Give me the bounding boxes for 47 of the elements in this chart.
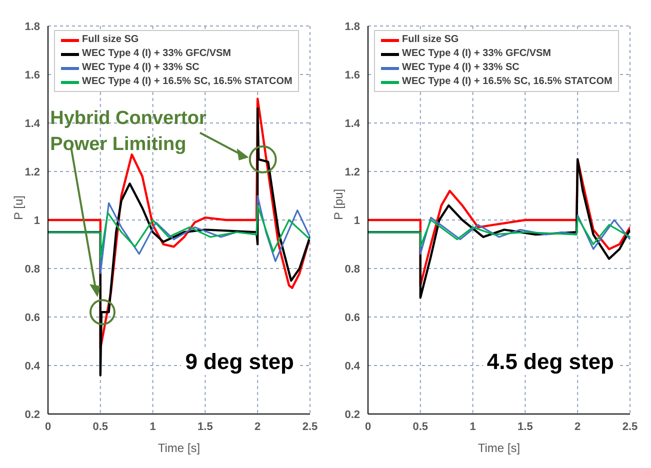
legend-label: Full size SG <box>402 33 459 47</box>
x-tick-label: 2 <box>574 420 581 433</box>
line-series <box>48 204 310 260</box>
annotation: 9 deg step <box>181 348 298 375</box>
y-tick-label: 0.6 <box>24 312 40 324</box>
legend-label: WEC Type 4 (I) + 33% SC <box>402 61 520 75</box>
legend-label: WEC Type 4 (I) + 33% GFC/VSM <box>82 47 232 61</box>
y-tick-label: 1.6 <box>344 69 360 82</box>
y-axis-title: P [pu] <box>331 188 346 220</box>
x-tick-label: 0.5 <box>412 420 428 433</box>
legend-label: WEC Type 4 (I) + 33% SC <box>82 61 200 75</box>
legend-label: WEC Type 4 (I) + 16.5% SC, 16.5% STATCOM <box>82 75 292 89</box>
y-tick-label: 1.8 <box>24 20 40 33</box>
line-series <box>368 216 630 248</box>
y-tick-label: 0.4 <box>344 360 361 372</box>
legend-label: WEC Type 4 (I) + 33% GFC/VSM <box>402 47 552 61</box>
y-axis-title: P [u] <box>11 196 26 220</box>
y-tick-label: 1.8 <box>344 20 360 33</box>
annotation: 4.5 deg step <box>482 348 618 375</box>
x-tick-label: 2 <box>254 420 261 433</box>
x-tick-label: 1.5 <box>518 420 533 433</box>
y-tick-label: 0.4 <box>24 360 41 372</box>
y-tick-label: 1.4 <box>24 118 41 130</box>
y-tick-label: 1 <box>354 214 360 227</box>
x-tick-label: 1.5 <box>198 420 213 433</box>
y-tick-label: 1.6 <box>24 69 40 82</box>
x-tick-label: 0 <box>44 420 52 433</box>
y-tick-label: 1 <box>34 214 40 227</box>
x-axis-title: Time [s] <box>158 441 200 455</box>
y-tick-label: 1.4 <box>344 118 361 130</box>
y-tick-label: 0.6 <box>344 312 360 324</box>
y-tick-label: 0.2 <box>24 408 40 421</box>
y-tick-label: 1.2 <box>344 166 360 178</box>
x-tick-label: 2.5 <box>302 420 318 433</box>
legend-label: WEC Type 4 (I) + 16.5% SC, 16.5% STATCOM <box>402 75 612 89</box>
y-tick-label: 0.8 <box>344 263 360 276</box>
x-tick-label: 1 <box>150 420 156 433</box>
y-tick-label: 1.2 <box>24 166 40 178</box>
x-axis-title: Time [s] <box>478 441 520 455</box>
x-tick-label: 0.5 <box>92 420 108 433</box>
y-tick-label: 0.2 <box>344 408 360 421</box>
x-tick-label: 0 <box>364 420 372 433</box>
y-tick-label: 0.8 <box>24 263 40 276</box>
annotation: Hybrid Convertor Power Limiting <box>50 107 208 158</box>
legend-label: Full size SG <box>82 33 139 47</box>
x-tick-label: 1 <box>470 420 476 433</box>
x-tick-label: 2.5 <box>622 420 638 433</box>
